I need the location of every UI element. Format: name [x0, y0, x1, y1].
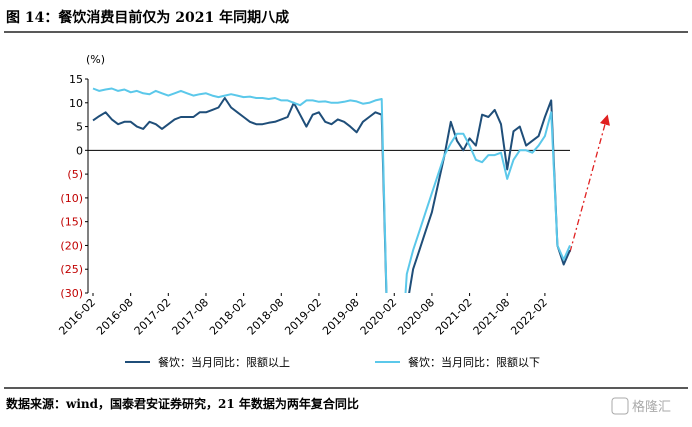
y-tick-label: 15 [69, 73, 83, 86]
x-tick-label: 2022-02 [508, 296, 550, 338]
x-tick-label: 2020-02 [358, 296, 400, 338]
x-tick-label: 2016-02 [56, 296, 98, 338]
y-tick-label: (25) [60, 263, 83, 276]
x-tick-label: 2018-02 [207, 296, 249, 338]
x-tick-label: 2020-08 [395, 296, 437, 338]
trend-arrow [569, 114, 610, 253]
y-tick-label: (5) [67, 168, 83, 181]
x-tick-label: 2021-08 [471, 296, 513, 338]
series-line [92, 97, 571, 293]
y-tick-label: (15) [60, 216, 83, 229]
legend-label: 餐饮：当月同比：限额以上 [158, 355, 290, 369]
x-tick-label: 2019-02 [282, 296, 324, 338]
series-line [92, 87, 571, 293]
y-unit: (%) [86, 53, 105, 66]
x-tick-label: 2017-02 [132, 296, 174, 338]
y-tick-label: 10 [69, 97, 83, 110]
legend-label: 餐饮：当月同比：限额以下 [408, 355, 540, 369]
y-tick-label: 5 [76, 121, 83, 134]
y-tick-label: (10) [60, 192, 83, 205]
y-tick-label: (30) [60, 287, 83, 300]
x-tick-label: 2021-02 [433, 296, 475, 338]
watermark: 格隆汇 [632, 399, 671, 415]
source: 数据来源：wind，国泰君安证券研究，21 年数据为两年复合同比 [6, 396, 359, 411]
plot-area [92, 87, 571, 293]
x-tick-label: 2017-08 [169, 296, 211, 338]
y-tick-label: (20) [60, 239, 83, 252]
y-tick-label: 0 [76, 144, 83, 157]
x-tick-label: 2018-08 [245, 296, 287, 338]
watermark-icon [611, 397, 629, 415]
x-tick-label: 2016-08 [94, 296, 136, 338]
chart-title: 图 14：餐饮消费目前仅为 2021 年同期八成 [6, 9, 289, 26]
x-tick-label: 2019-08 [320, 296, 362, 338]
